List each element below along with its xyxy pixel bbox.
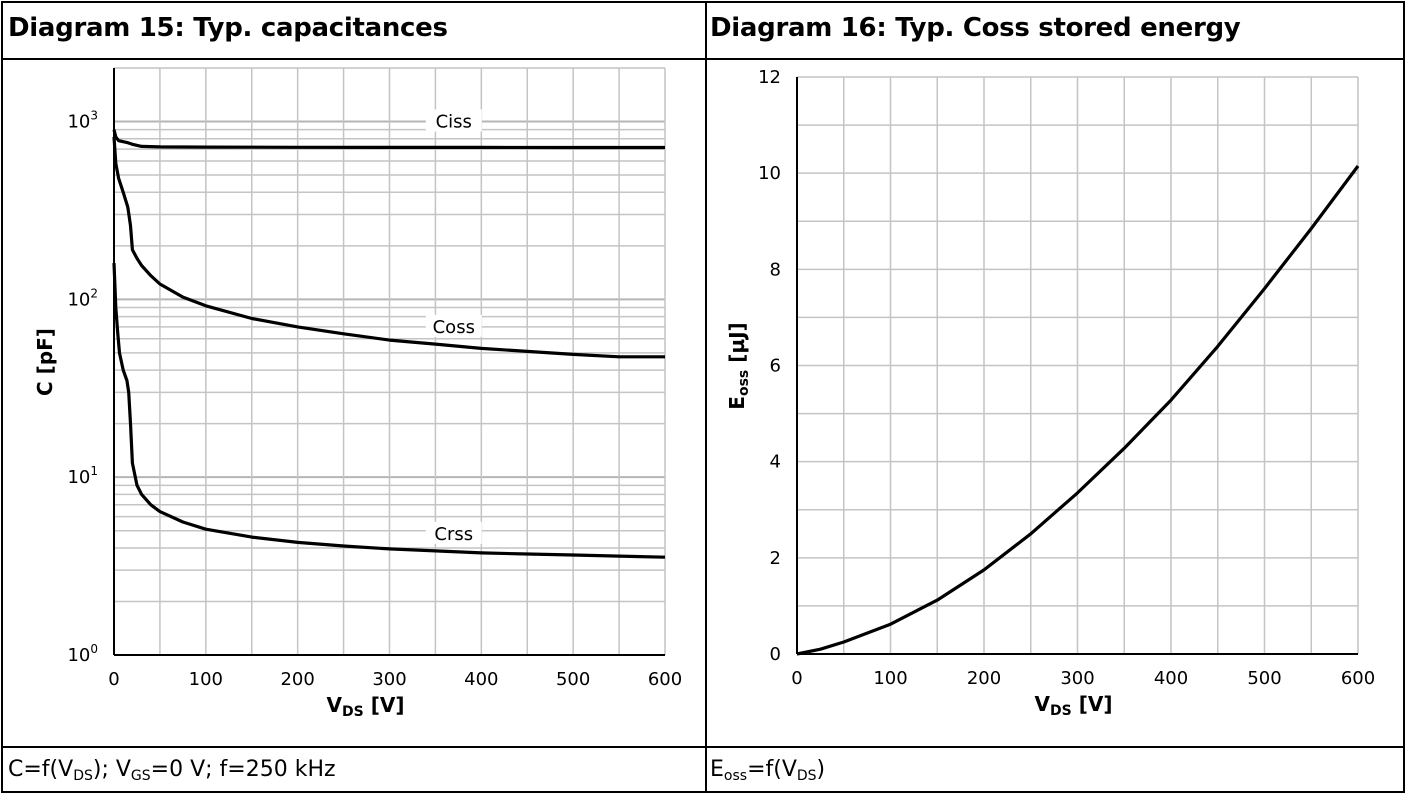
caption-text: C=f(V [8,757,74,782]
tick-base: 10 [67,645,90,666]
x-tick-label: 300 [372,669,406,690]
caption-text: E [710,757,724,782]
caption-text: ); V [92,757,131,782]
x-tick-label: 400 [464,669,498,690]
diagram-16-title: Diagram 16: Typ. Coss stored energy [710,13,1241,43]
y-tick-label: 6 [770,356,781,377]
y-axis-label-part: oss [736,370,752,396]
tick-exponent: 3 [90,109,98,123]
series-label-ciss: Ciss [436,112,472,133]
title-divider [3,58,1403,60]
x-tick-label: 100 [873,668,907,689]
x-axis-label-part: V [1035,692,1051,716]
y-tick-label: 101 [67,464,98,488]
y-tick-label: 100 [67,642,98,666]
caption-text: =0 V; f=250 kHz [150,757,336,782]
y-axis-label: Eoss [µJ] [725,322,752,409]
series-line-eoss [796,165,1360,656]
y-axis-label-part: E [725,396,749,410]
series-line-crss [112,263,666,559]
x-axis-label: VDS [V] [1035,692,1113,719]
x-axis-label: VDS [V] [327,693,405,720]
y-tick-label: 2 [770,548,781,569]
y-tick-label: 8 [770,259,781,280]
y-tick-label: 102 [67,286,98,310]
x-tick-label: 200 [967,668,1001,689]
x-tick-label: 100 [189,669,223,690]
tick-exponent: 2 [90,286,98,300]
series-label-bg [425,521,482,544]
y-tick-label: 10 [758,163,781,184]
x-axis-label-part: [V] [1072,692,1113,716]
y-axis-label: C [pF] [33,328,57,396]
caption-divider [3,746,1403,748]
caption-subscript: DS [73,768,93,784]
tick-base: 10 [67,467,90,488]
x-axis-label-part: V [327,693,343,717]
y-axis-label-part: [µJ] [725,322,749,369]
y-tick-label: 12 [758,67,781,88]
diagram-15-caption: C=f(VDS); VGS=0 V; f=250 kHz [8,757,336,784]
x-tick-label: 0 [108,669,119,690]
caption-subscript: oss [723,768,748,784]
x-tick-label: 300 [1060,668,1094,689]
tick-exponent: 0 [90,642,98,656]
y-tick-label: 0 [770,644,781,665]
x-tick-label: 400 [1154,668,1188,689]
series-label-coss: Coss [433,317,475,338]
caption-subscript: DS [796,768,817,784]
series-line-coss [112,136,665,359]
x-axis-label-part: DS [342,704,364,720]
y-tick-label: 103 [67,109,98,133]
x-axis-label-part: [V] [364,693,405,717]
tick-base: 10 [67,112,90,133]
caption-text: ) [816,757,826,782]
series-label-bg [425,314,482,337]
diagram-16-caption: Eoss=f(VDS) [710,757,825,784]
x-tick-label: 500 [1247,668,1281,689]
energy-chart: 0 100 200 300 400 500 600 0 2 4 6 8 10 12 VDS [V] Eoss … [725,67,1375,719]
y-tick-label: 4 [770,452,781,473]
x-tick-label: 0 [791,668,802,689]
x-axis-label-part: DS [1050,703,1072,719]
series-label-bg [425,109,482,132]
x-tick-label: 200 [280,669,314,690]
tick-base: 10 [67,289,90,310]
x-tick-label: 500 [556,669,590,690]
series-line-ciss [112,129,665,150]
diagram-15-title: Diagram 15: Typ. capacitances [8,13,448,43]
x-tick-label: 600 [1341,668,1375,689]
caption-subscript: GS [130,768,151,784]
tick-exponent: 1 [90,464,98,478]
caption-text: =f(V [747,757,797,782]
x-tick-label: 600 [648,669,682,690]
column-divider [705,3,707,791]
series-label-crss: Crss [434,524,473,545]
